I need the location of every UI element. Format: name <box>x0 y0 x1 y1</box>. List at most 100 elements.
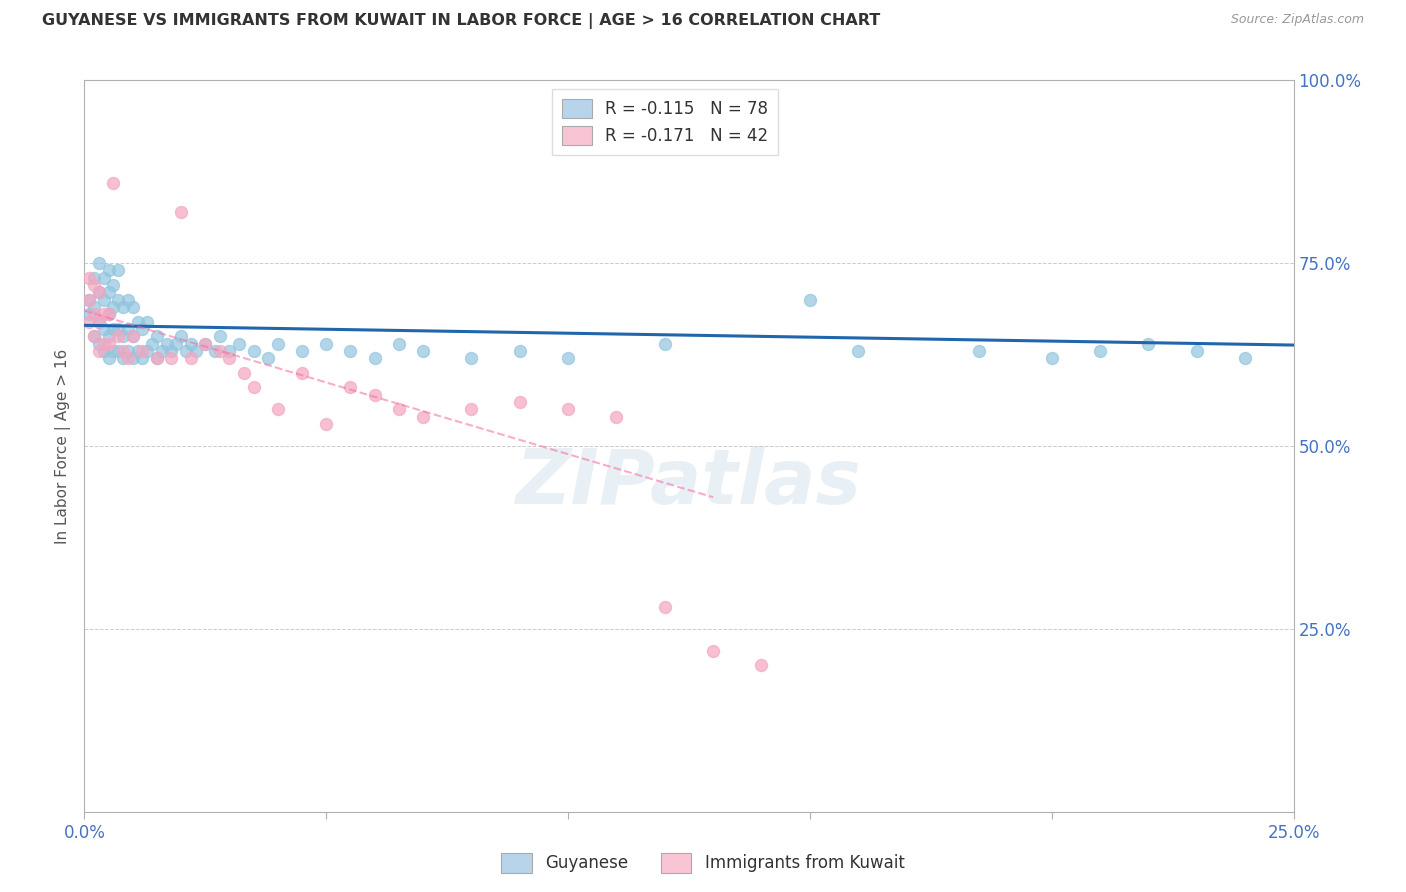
Point <box>150 343 173 358</box>
Point <box>291 343 314 358</box>
Point <box>127 315 149 329</box>
Point <box>1185 343 1208 358</box>
Point <box>97 307 120 321</box>
Point <box>557 351 579 366</box>
Point <box>136 343 159 358</box>
Point <box>97 263 120 277</box>
Point <box>87 315 110 329</box>
Point <box>846 343 869 358</box>
Y-axis label: In Labor Force | Age > 16: In Labor Force | Age > 16 <box>55 349 72 543</box>
Point <box>127 343 149 358</box>
Point <box>170 205 193 219</box>
Point <box>83 278 105 293</box>
Point <box>87 256 110 270</box>
Point <box>87 343 110 358</box>
Legend: Guyanese, Immigrants from Kuwait: Guyanese, Immigrants from Kuwait <box>495 847 911 880</box>
Point <box>77 270 100 285</box>
Point <box>702 644 724 658</box>
Point <box>97 285 120 300</box>
Point <box>315 417 337 431</box>
Point <box>1137 336 1160 351</box>
Point <box>103 300 125 314</box>
Legend: R = -0.115   N = 78, R = -0.171   N = 42: R = -0.115 N = 78, R = -0.171 N = 42 <box>551 88 778 155</box>
Point <box>112 329 135 343</box>
Text: ZIPatlas: ZIPatlas <box>516 446 862 519</box>
Point <box>267 336 290 351</box>
Point <box>557 402 579 417</box>
Point <box>87 285 110 300</box>
Point <box>218 343 240 358</box>
Point <box>131 351 153 366</box>
Point <box>228 336 250 351</box>
Point <box>117 293 139 307</box>
Point <box>112 300 135 314</box>
Point <box>363 388 385 402</box>
Point <box>1234 351 1257 366</box>
Point <box>339 380 361 394</box>
Point <box>412 343 434 358</box>
Point <box>363 351 385 366</box>
Point <box>93 322 115 336</box>
Point <box>112 351 135 366</box>
Point <box>87 285 110 300</box>
Point <box>93 336 115 351</box>
Point <box>103 322 125 336</box>
Point <box>93 343 115 358</box>
Point <box>967 343 990 358</box>
Point <box>509 395 531 409</box>
Point <box>204 343 226 358</box>
Point <box>460 351 482 366</box>
Point <box>291 366 314 380</box>
Point <box>388 402 411 417</box>
Point <box>654 336 676 351</box>
Point <box>107 322 129 336</box>
Point <box>83 270 105 285</box>
Point <box>83 329 105 343</box>
Point <box>121 329 143 343</box>
Point <box>160 343 183 358</box>
Point <box>121 300 143 314</box>
Point <box>77 307 100 321</box>
Point <box>165 336 187 351</box>
Point <box>77 315 100 329</box>
Point <box>131 322 153 336</box>
Point <box>121 351 143 366</box>
Point <box>117 322 139 336</box>
Point <box>799 293 821 307</box>
Point <box>388 336 411 351</box>
Point <box>83 307 105 321</box>
Point <box>180 336 202 351</box>
Point <box>83 300 105 314</box>
Point <box>107 263 129 277</box>
Point <box>87 336 110 351</box>
Point <box>208 343 231 358</box>
Point <box>131 343 153 358</box>
Point <box>460 402 482 417</box>
Point <box>751 658 773 673</box>
Point <box>97 351 120 366</box>
Point <box>194 336 217 351</box>
Point <box>146 351 169 366</box>
Point <box>412 409 434 424</box>
Point <box>174 343 197 358</box>
Point <box>93 270 115 285</box>
Point <box>194 336 217 351</box>
Point <box>93 293 115 307</box>
Point <box>1088 343 1111 358</box>
Point <box>170 329 193 343</box>
Point <box>605 409 627 424</box>
Point <box>103 343 125 358</box>
Point <box>160 351 183 366</box>
Point <box>339 343 361 358</box>
Point <box>242 380 264 394</box>
Point <box>184 343 207 358</box>
Point <box>155 336 177 351</box>
Point <box>136 315 159 329</box>
Text: Source: ZipAtlas.com: Source: ZipAtlas.com <box>1230 13 1364 27</box>
Point <box>315 336 337 351</box>
Point <box>257 351 280 366</box>
Point <box>93 307 115 321</box>
Point <box>141 336 163 351</box>
Point <box>121 329 143 343</box>
Point <box>97 336 120 351</box>
